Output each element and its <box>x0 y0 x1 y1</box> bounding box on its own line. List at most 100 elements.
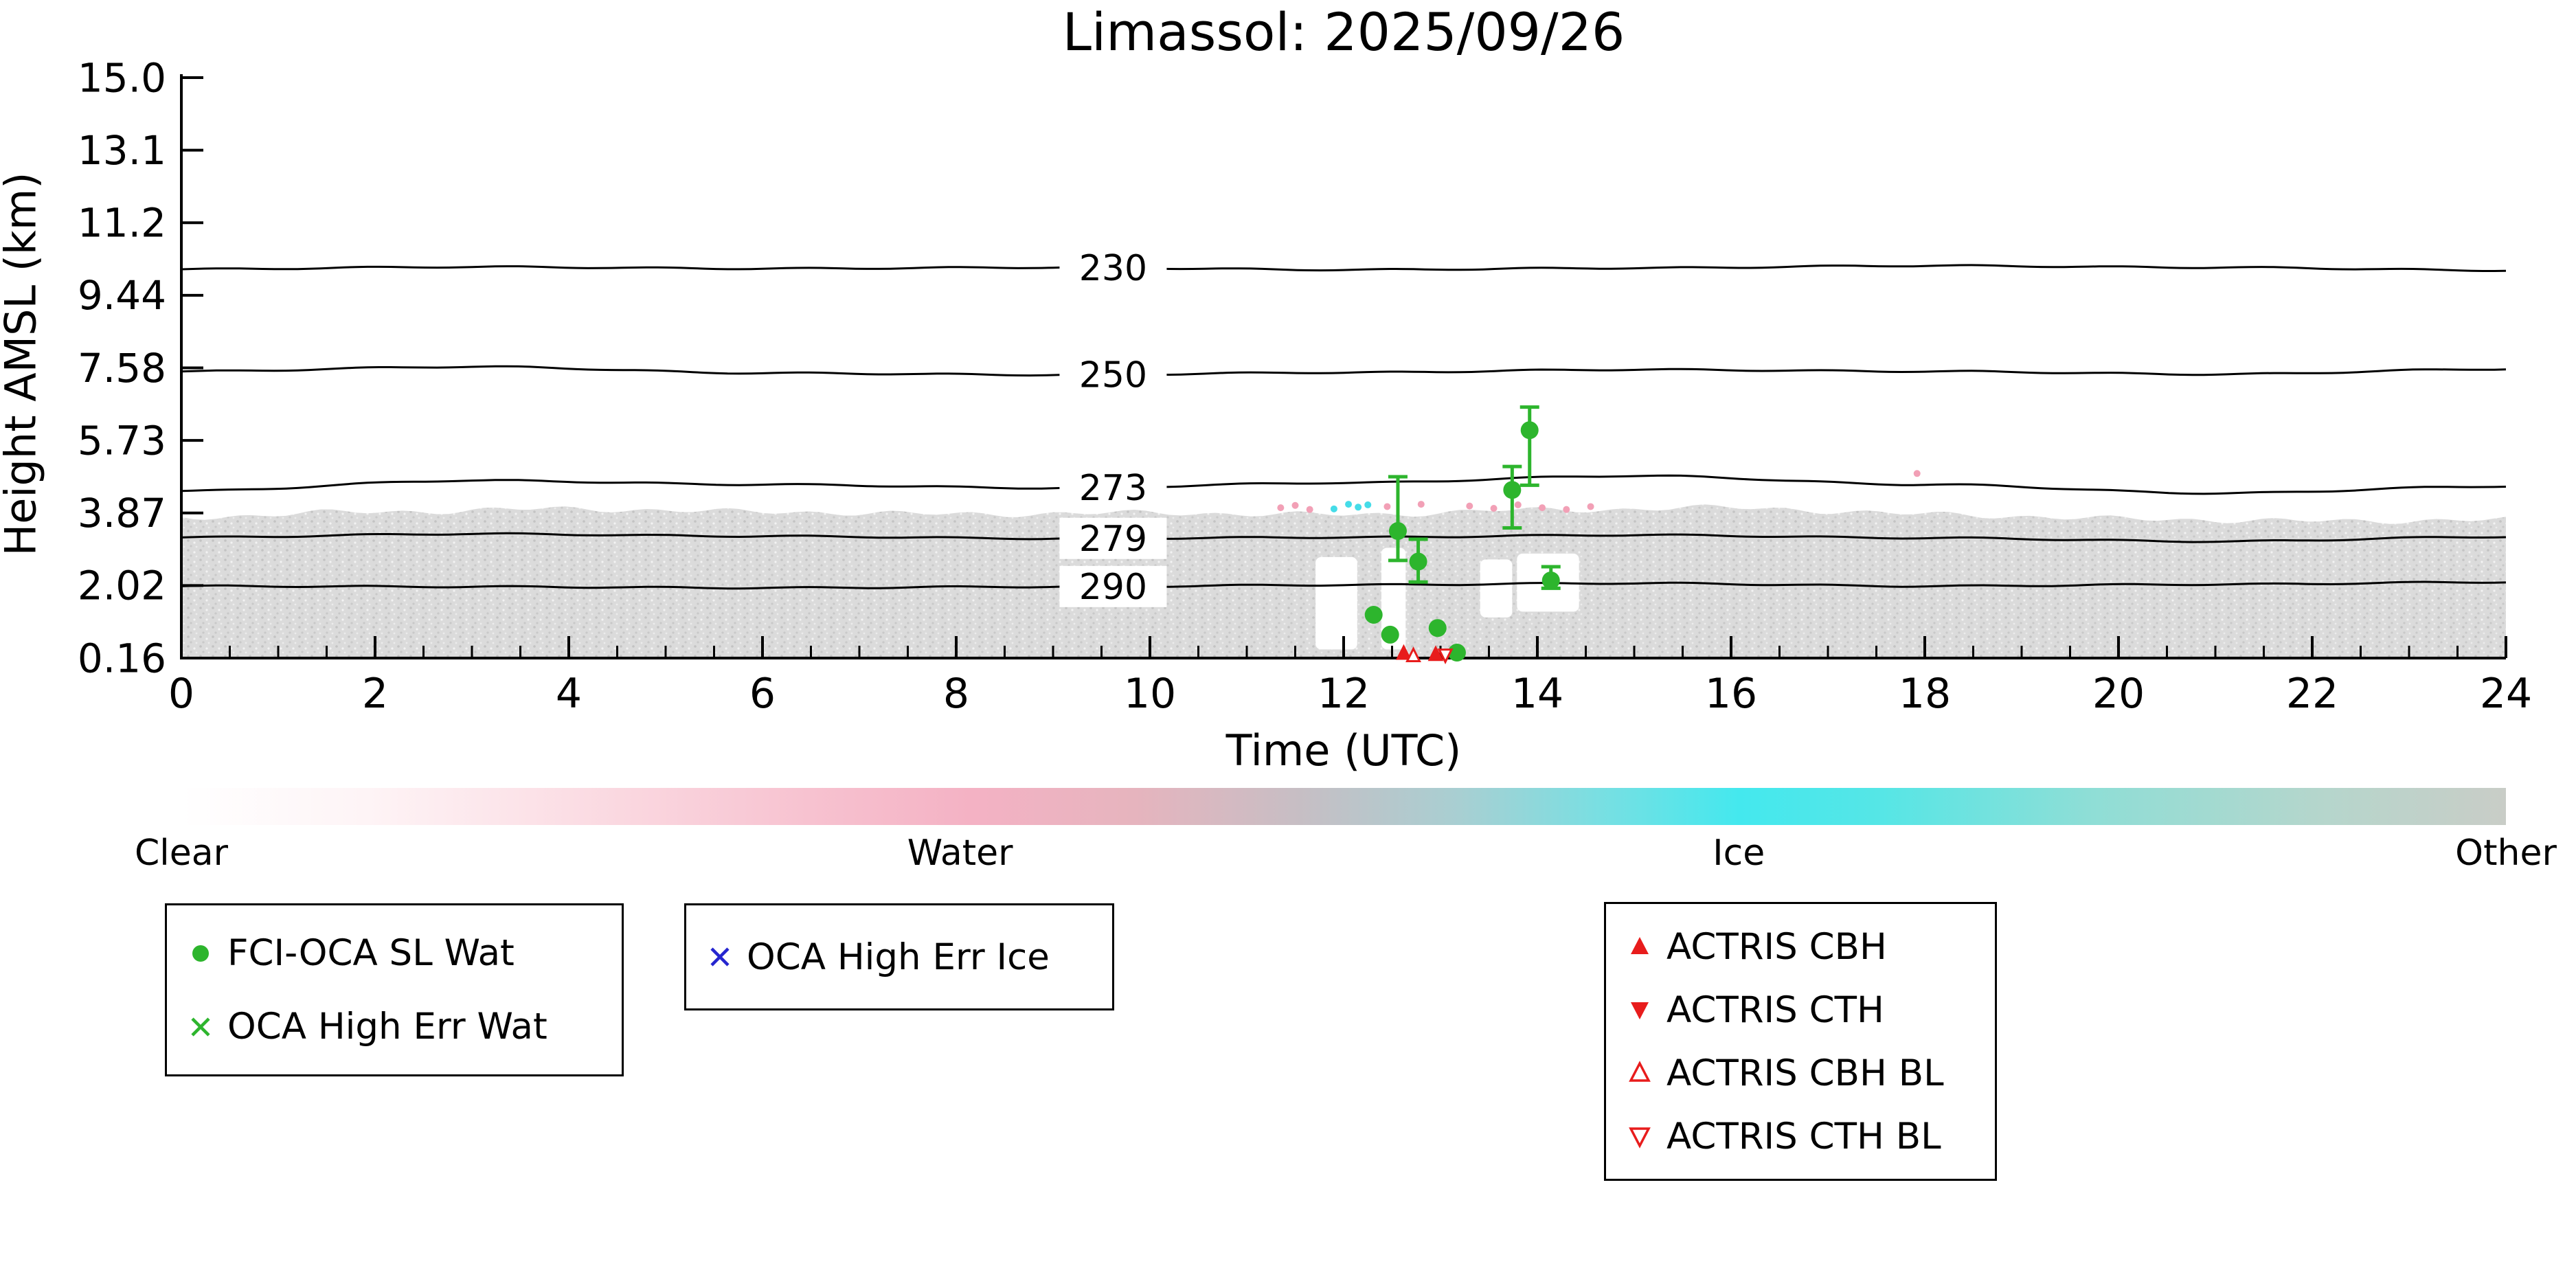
actris-point <box>1427 645 1444 662</box>
fci-oca-sl-wat-point <box>1541 571 1560 589</box>
phase-speck <box>1291 501 1299 509</box>
x-tick-label: 8 <box>943 670 969 718</box>
legend-ice: OCA High Err Ice <box>684 903 1114 1010</box>
isotherm-273 <box>181 474 2507 495</box>
fci-oca-sl-wat-point <box>1447 644 1466 662</box>
x-axis-label: Time (UTC) <box>1225 725 1462 776</box>
green-circle-icon <box>192 945 209 962</box>
isotherm-290 <box>181 580 2507 590</box>
x-tick-label: 22 <box>2286 670 2338 718</box>
contour-label-bg <box>1059 354 1167 396</box>
x-tick-label: 20 <box>2092 670 2145 718</box>
contour-label-bg <box>1059 247 1167 289</box>
fci-oca-markers <box>1364 405 1561 662</box>
fci-oca-sl-wat-point <box>1503 481 1522 499</box>
band-gap <box>1315 556 1357 650</box>
contour-label: 230 <box>1079 248 1147 289</box>
phase-speck <box>1417 501 1425 508</box>
x-tick-label: 16 <box>1705 670 1757 718</box>
band-gap <box>1381 547 1406 650</box>
legend-item-oca-high-err-ice: OCA High Err Ice <box>704 936 1094 978</box>
y-tick-label: 13.1 <box>78 127 166 174</box>
isotherm-279 <box>181 532 2507 543</box>
red-triangle-down-open-icon <box>1629 1127 1651 1149</box>
legend-label: OCA High Err Wat <box>227 1006 547 1048</box>
phase-speck <box>1306 506 1313 513</box>
blue-x-icon <box>710 947 730 967</box>
legend-item-oca-high-err-wat: OCA High Err Wat <box>185 1006 604 1048</box>
red-triangle-up-open-icon <box>1629 1061 1651 1082</box>
legend-label: ACTRIS CBH BL <box>1667 1052 1944 1094</box>
phase-speck <box>1466 502 1473 510</box>
legend-item-actris-cbh-bl: ACTRIS CBH BL <box>1624 1052 1977 1094</box>
red-triangle-up-filled-icon <box>1631 937 1649 954</box>
phase-speck <box>1913 470 1921 477</box>
legend-item-actris-cth: ACTRIS CTH <box>1624 989 1977 1031</box>
y-tick-label: 2.02 <box>78 563 166 609</box>
phase-speck <box>1563 506 1570 513</box>
phase-speck <box>1587 503 1594 510</box>
contour-label-bg <box>1059 565 1167 607</box>
cloud-phase-colorbar <box>181 788 2506 825</box>
phase-speck <box>1364 501 1372 508</box>
phase-speck <box>1490 504 1498 512</box>
fci-oca-sl-wat-point <box>1388 522 1407 541</box>
actris-point <box>1437 648 1454 664</box>
x-tick-label: 10 <box>1124 670 1176 718</box>
colorbar-label-other: Other <box>2455 833 2557 874</box>
colorbar-label-ice: Ice <box>1713 833 1765 874</box>
x-tick-label: 0 <box>168 670 194 718</box>
actris-point <box>1395 644 1412 660</box>
y-tick-label: 0.16 <box>78 635 166 681</box>
legend-label: ACTRIS CTH BL <box>1667 1115 1941 1157</box>
legend-item-fci-oca-sl-wat: FCI-OCA SL Wat <box>185 932 604 974</box>
actris-markers <box>1395 644 1454 664</box>
cloud-band <box>181 470 2506 658</box>
y-tick-label: 15.0 <box>78 54 166 101</box>
legend-actris: ACTRIS CBH ACTRIS CTH ACTRIS CBH BL ACTR… <box>1604 902 1997 1181</box>
x-tick-label: 2 <box>362 670 388 718</box>
contour-label: 279 <box>1079 519 1147 560</box>
red-triangle-down-filled-icon <box>1631 1002 1649 1019</box>
page-title: Limassol: 2025/09/26 <box>1062 1 1625 63</box>
legend-label: OCA High Err Ice <box>747 936 1050 978</box>
legend-item-actris-cth-bl: ACTRIS CTH BL <box>1624 1116 1977 1157</box>
phase-speck <box>1514 501 1522 508</box>
contour-label-bg <box>1059 517 1167 559</box>
colorbar-label-clear: Clear <box>135 833 228 874</box>
legend-water: FCI-OCA SL Wat OCA High Err Wat <box>165 903 624 1076</box>
fci-oca-sl-wat-point <box>1428 619 1447 637</box>
phase-speck <box>1277 504 1285 512</box>
green-x-icon <box>191 1017 210 1037</box>
x-tick-label: 6 <box>749 670 776 718</box>
y-tick-label: 7.58 <box>78 345 166 392</box>
legend-item-actris-cbh: ACTRIS CBH <box>1624 926 1977 968</box>
x-tick-label: 24 <box>2480 670 2532 718</box>
contour-label: 273 <box>1079 468 1147 509</box>
legend-label: FCI-OCA SL Wat <box>227 932 515 974</box>
legend-label: ACTRIS CBH <box>1667 925 1887 968</box>
phase-speck <box>1345 501 1353 508</box>
phase-speck <box>1330 505 1337 512</box>
axes: 15.013.111.29.447.585.733.872.020.160 2 4 6… <box>78 54 2532 718</box>
isotherm-contours: 230 250 273 279 290 <box>181 247 2507 608</box>
y-tick-label: 3.87 <box>78 490 166 536</box>
phase-speck <box>1539 504 1546 512</box>
fci-oca-sl-wat-point <box>1364 605 1383 624</box>
x-tick-label: 14 <box>1511 670 1563 718</box>
isotherm-250 <box>181 365 2507 377</box>
contour-label: 290 <box>1079 567 1147 608</box>
phase-speck <box>1383 503 1391 510</box>
contour-label: 250 <box>1079 354 1147 396</box>
actris-point <box>1405 646 1421 662</box>
band-gap <box>1480 559 1513 618</box>
fci-oca-sl-wat-point <box>1381 625 1399 644</box>
fci-oca-sl-wat-point <box>1520 421 1539 440</box>
y-tick-label: 9.44 <box>78 272 166 319</box>
y-tick-label: 5.73 <box>78 417 166 464</box>
phase-speck <box>1355 504 1362 511</box>
legend-label: ACTRIS CTH <box>1667 988 1884 1031</box>
contour-label-bg <box>1059 466 1167 508</box>
x-tick-label: 4 <box>556 670 582 718</box>
isotherm-230 <box>181 264 2507 272</box>
